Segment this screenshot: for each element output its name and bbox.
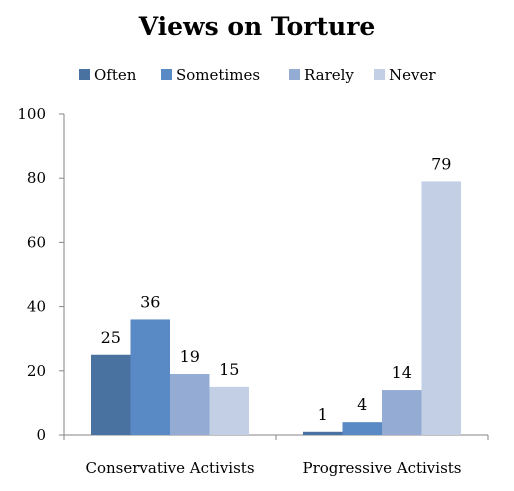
- legend-label-rarely: Rarely: [304, 66, 354, 84]
- bar-rarely: [170, 374, 210, 435]
- data-label: 1: [318, 405, 328, 424]
- legend: Often Sometimes Rarely Never: [79, 66, 436, 84]
- legend-label-never: Never: [389, 66, 436, 84]
- y-tick-label: 80: [27, 169, 46, 187]
- data-label: 14: [392, 363, 412, 382]
- bar-often: [303, 431, 343, 435]
- legend-label-often: Often: [94, 66, 137, 84]
- category-label: Conservative Activists: [85, 459, 254, 477]
- y-tick-label: 20: [27, 362, 46, 380]
- data-label: 79: [431, 154, 451, 173]
- data-label: 25: [101, 328, 121, 347]
- category-label: Progressive Activists: [302, 459, 461, 477]
- legend-label-sometimes: Sometimes: [176, 66, 260, 84]
- legend-swatch-often: [79, 69, 90, 80]
- bar-sometimes: [342, 422, 382, 435]
- data-label: 19: [180, 347, 200, 366]
- y-tick-label: 60: [27, 233, 46, 251]
- legend-swatch-never: [374, 69, 385, 80]
- y-axis: 0 20 40 60 80 100: [17, 105, 65, 444]
- data-label: 36: [140, 292, 160, 311]
- data-label: 15: [219, 360, 239, 379]
- bar-sometimes: [130, 319, 170, 435]
- bar-often: [91, 354, 131, 435]
- bar-never: [421, 181, 461, 435]
- bar-never: [209, 386, 249, 435]
- legend-swatch-sometimes: [161, 69, 172, 80]
- data-label: 4: [357, 395, 367, 414]
- y-tick-label: 40: [27, 298, 46, 316]
- chart-title: Views on Torture: [138, 12, 376, 41]
- y-tick-label: 0: [36, 426, 46, 444]
- legend-swatch-rarely: [289, 69, 300, 80]
- x-axis: Conservative Activists Progressive Activi…: [63, 434, 489, 477]
- y-tick-label: 100: [17, 105, 46, 123]
- bar-rarely: [382, 390, 422, 435]
- bars: [91, 181, 461, 435]
